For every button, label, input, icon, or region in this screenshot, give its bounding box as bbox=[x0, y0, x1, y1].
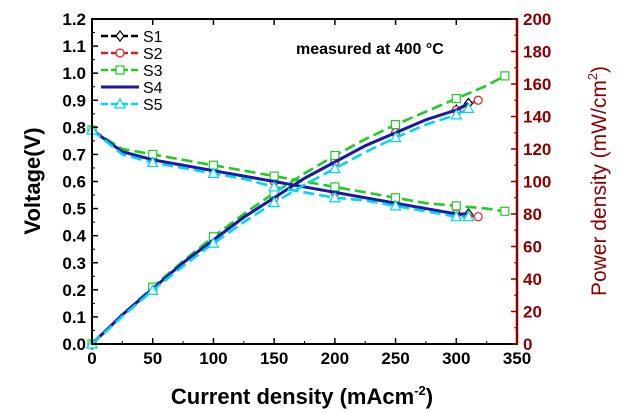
voltage-line-s3 bbox=[91, 128, 506, 213]
y-tick-label: 1.0 bbox=[62, 64, 86, 83]
voltage-line-s4 bbox=[91, 128, 469, 216]
x-tick-label: 200 bbox=[321, 349, 349, 368]
y-tick-label: 0.3 bbox=[62, 254, 86, 273]
y2-tick-label: 20 bbox=[523, 303, 542, 322]
power-line-s2 bbox=[91, 99, 479, 345]
power-point-s5 bbox=[207, 237, 220, 248]
voltage-point-s5 bbox=[462, 210, 475, 222]
voltage-point-s5 bbox=[450, 210, 463, 222]
voltage-point-s3 bbox=[269, 171, 279, 181]
y-tick-label: 0.5 bbox=[62, 200, 86, 219]
x-tick-label: 300 bbox=[442, 349, 470, 368]
x-tick-label: 150 bbox=[260, 349, 288, 368]
y2-tick-label: 0 bbox=[523, 335, 532, 354]
power-line-s5 bbox=[91, 107, 470, 345]
voltage-point-s5 bbox=[207, 167, 220, 178]
power-line-s3 bbox=[91, 74, 506, 345]
voltage-point-s5 bbox=[146, 156, 159, 168]
legend-marker-s3 bbox=[115, 65, 125, 75]
y-tick-label: 0.6 bbox=[62, 173, 86, 192]
power-line-s1 bbox=[91, 102, 470, 345]
power-point-s5 bbox=[450, 108, 463, 120]
x-axis-title: Current density (mAcm-2) bbox=[171, 383, 433, 409]
power-point-s3 bbox=[500, 71, 510, 81]
power-line-s4 bbox=[90, 102, 470, 346]
series-s5 bbox=[85, 102, 475, 349]
series-s1 bbox=[87, 97, 474, 350]
y2-tick-label: 100 bbox=[523, 173, 551, 192]
chart-annotation: measured at 400 °C bbox=[296, 41, 444, 58]
voltage-line-s5 bbox=[91, 129, 469, 219]
y2-axis-title: Power density (mW/cm2) bbox=[585, 66, 611, 296]
legend-label-s5: S5 bbox=[143, 97, 163, 114]
y-tick-label: 0.7 bbox=[62, 145, 86, 164]
legend-marker-s5 bbox=[113, 97, 127, 109]
y2-tick-label: 120 bbox=[523, 140, 551, 159]
y2-tick-label: 200 bbox=[523, 10, 551, 29]
legend-label-s2: S2 bbox=[143, 46, 163, 63]
y2-tick-label: 60 bbox=[523, 238, 542, 257]
voltage-point-s3 bbox=[500, 206, 510, 216]
voltage-point-s3 bbox=[451, 201, 461, 211]
y-tick-label: 0.1 bbox=[62, 308, 86, 327]
voltage-point-s3 bbox=[330, 182, 340, 192]
power-point-s5 bbox=[462, 102, 475, 113]
x-tick-label: 100 bbox=[199, 349, 227, 368]
y-axis-title: Voltage(V) bbox=[20, 127, 45, 234]
voltage-point-s5 bbox=[328, 191, 341, 203]
y-tick-label: 0.0 bbox=[62, 335, 86, 354]
y-tick-label: 1.2 bbox=[62, 10, 86, 29]
power-point-s2 bbox=[473, 95, 483, 105]
legend-label-s4: S4 bbox=[143, 80, 163, 97]
power-point-s5 bbox=[328, 162, 341, 174]
power-point-s5 bbox=[389, 131, 402, 143]
legend-label-s3: S3 bbox=[143, 63, 163, 80]
legend-label-s1: S1 bbox=[143, 29, 163, 46]
series-s2 bbox=[87, 95, 483, 349]
y2-tick-label: 140 bbox=[523, 108, 551, 127]
y-tick-label: 0.9 bbox=[62, 91, 86, 110]
power-point-s5 bbox=[268, 196, 281, 208]
y2-tick-label: 80 bbox=[523, 205, 542, 224]
voltage-point-s5 bbox=[389, 199, 402, 211]
y-tick-label: 0.2 bbox=[62, 281, 86, 300]
y-tick-label: 1.1 bbox=[62, 37, 86, 56]
y2-tick-label: 40 bbox=[523, 270, 542, 289]
y-tick-label: 0.8 bbox=[62, 118, 86, 137]
series-s4 bbox=[90, 102, 470, 346]
legend-marker-s2 bbox=[115, 48, 125, 58]
y2-tick-label: 160 bbox=[523, 75, 551, 94]
x-tick-label: 350 bbox=[503, 349, 531, 368]
legend-marker-s1 bbox=[115, 30, 125, 42]
power-point-s3 bbox=[390, 120, 401, 130]
x-tick-label: 0 bbox=[87, 349, 96, 368]
y-tick-label: 0.4 bbox=[62, 227, 86, 246]
y2-tick-label: 180 bbox=[523, 43, 551, 62]
voltage-point-s5 bbox=[268, 180, 281, 192]
x-tick-label: 250 bbox=[381, 349, 409, 368]
power-point-s5 bbox=[146, 284, 159, 295]
power-point-s3 bbox=[330, 150, 340, 161]
voltage-line-s2 bbox=[91, 128, 479, 218]
x-tick-label: 50 bbox=[143, 349, 162, 368]
power-point-s3 bbox=[451, 94, 461, 104]
voltage-point-s2 bbox=[473, 212, 483, 222]
